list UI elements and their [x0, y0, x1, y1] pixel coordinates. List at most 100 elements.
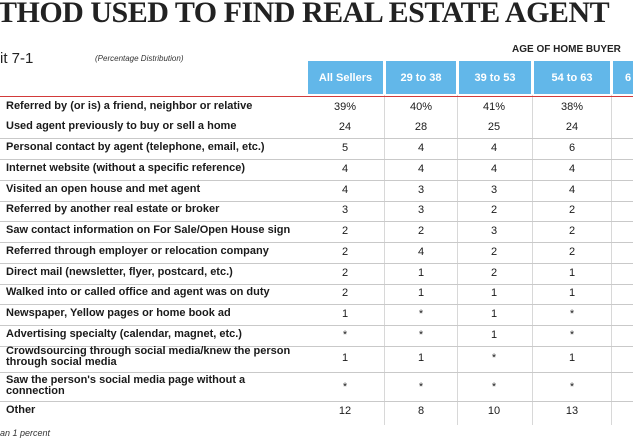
table-cell: 13: [565, 405, 579, 417]
table-cell: 2: [417, 225, 425, 237]
table-cell: *: [342, 381, 348, 393]
table-row: Internet website (without a specific ref…: [0, 163, 633, 181]
row-label: Crowdsourcing through social media/knew …: [6, 346, 290, 368]
table-cell: *: [491, 381, 497, 393]
table-cell: 2: [568, 225, 576, 237]
table-cell: 2: [341, 287, 349, 299]
table-row: Visited an open house and met agent 4 3 3 4: [0, 184, 633, 202]
table-cell: 8: [417, 405, 425, 417]
table-cell: 1: [417, 352, 425, 364]
table-cell: 5: [341, 142, 349, 154]
column-header-next: 6: [613, 61, 633, 94]
table-cell: 1: [417, 287, 425, 299]
table-cell: 1: [341, 308, 349, 320]
table-cell: 38%: [560, 101, 584, 113]
table-cell: 2: [568, 246, 576, 258]
footnote: an 1 percent: [0, 428, 51, 438]
table-row: Used agent previously to buy or sell a h…: [0, 121, 633, 139]
table-cell: 2: [341, 267, 349, 279]
table-cell: 3: [417, 204, 425, 216]
table-cell: 3: [417, 184, 425, 196]
table-cell: *: [569, 381, 575, 393]
row-label: Referred through employer or relocation …: [6, 245, 269, 257]
row-label: Newspaper, Yellow pages or home book ad: [6, 307, 231, 319]
column-header-all-sellers: All Sellers: [308, 61, 383, 94]
exhibit-label: it 7-1: [0, 50, 34, 67]
table-cell: 1: [417, 267, 425, 279]
table-cell: 1: [341, 352, 349, 364]
table-cell: *: [569, 308, 575, 320]
table-cell: 4: [568, 184, 576, 196]
table-cell: 3: [341, 204, 349, 216]
table-cell: 2: [341, 246, 349, 258]
table-row: Referred through employer or relocation …: [0, 246, 633, 264]
highlight-line-top: [0, 96, 633, 97]
page-title: THOD USED TO FIND REAL ESTATE AGENT: [0, 0, 610, 29]
table-row: Saw the person's social media page witho…: [0, 375, 633, 402]
table-cell: 2: [490, 246, 498, 258]
row-label-line: Saw the person's social media page witho…: [6, 374, 246, 386]
row-label: Internet website (without a specific ref…: [6, 162, 246, 174]
table-cell: 1: [568, 267, 576, 279]
table-cell: 1: [490, 308, 498, 320]
row-label: Saw contact information on For Sale/Open…: [6, 224, 291, 236]
table-cell: 4: [417, 142, 425, 154]
table-row: Personal contact by agent (telephone, em…: [0, 142, 633, 160]
table-row: Referred by (or is) a friend, neighbor o…: [0, 101, 633, 118]
table-cell: *: [418, 329, 424, 341]
table-cell: 25: [487, 121, 501, 133]
table-row: Crowdsourcing through social media/knew …: [0, 346, 633, 373]
table-cell: *: [418, 381, 424, 393]
table-cell: 4: [341, 163, 349, 175]
column-divider: [384, 95, 385, 425]
row-label-line: connection: [6, 385, 65, 397]
column-header-39-to-53: 39 to 53: [459, 61, 531, 94]
table-cell: 4: [568, 163, 576, 175]
row-label: Referred by (or is) a friend, neighbor o…: [6, 100, 253, 112]
table-cell: 2: [568, 204, 576, 216]
table-row: Walked into or called office and agent w…: [0, 287, 633, 305]
table-cell: 6: [568, 142, 576, 154]
column-header-54-to-63: 54 to 63: [534, 61, 610, 94]
table-cell: 1: [568, 287, 576, 299]
table-row: Direct mail (newsletter, flyer, postcard…: [0, 267, 633, 285]
table-cell: *: [491, 352, 497, 364]
table-cell: 4: [417, 163, 425, 175]
table-cell: 39%: [333, 101, 357, 113]
column-divider: [532, 95, 533, 425]
row-label: Used agent previously to buy or sell a h…: [6, 120, 237, 132]
table-cell: 40%: [409, 101, 433, 113]
row-label: Other: [6, 404, 36, 416]
table-row: Referred by another real estate or broke…: [0, 204, 633, 222]
table-cell: 10: [487, 405, 501, 417]
table-cell: *: [342, 329, 348, 341]
table-cell: 2: [490, 267, 498, 279]
table-row: Newspaper, Yellow pages or home book ad 1…: [0, 308, 633, 326]
row-label: Walked into or called office and agent w…: [6, 286, 270, 298]
row-label: Personal contact by agent (telephone, em…: [6, 141, 265, 153]
column-header-29-to-38: 29 to 38: [386, 61, 456, 94]
table-cell: 12: [338, 405, 352, 417]
row-label: Visited an open house and met agent: [6, 183, 201, 195]
table-cell: 4: [490, 142, 498, 154]
row-label-line: through social media: [6, 356, 117, 368]
table-cell: 24: [338, 121, 352, 133]
row-label: Advertising specialty (calendar, magnet,…: [6, 328, 242, 340]
age-of-home-buyer-header: AGE OF HOME BUYER: [512, 44, 621, 55]
table-cell: *: [418, 308, 424, 320]
table-cell: 2: [341, 225, 349, 237]
table-cell: 28: [414, 121, 428, 133]
row-label: Direct mail (newsletter, flyer, postcard…: [6, 266, 233, 278]
table-cell: *: [569, 329, 575, 341]
column-divider: [611, 95, 612, 425]
table-cell: 1: [568, 352, 576, 364]
table-cell: 2: [490, 204, 498, 216]
table-row: Saw contact information on For Sale/Open…: [0, 225, 633, 243]
table-cell: 3: [490, 184, 498, 196]
table-cell: 4: [341, 184, 349, 196]
table-cell: 41%: [482, 101, 506, 113]
table-cell: 24: [565, 121, 579, 133]
table-cell: 4: [490, 163, 498, 175]
distribution-note: (Percentage Distribution): [95, 54, 184, 63]
row-label: Referred by another real estate or broke…: [6, 203, 220, 215]
